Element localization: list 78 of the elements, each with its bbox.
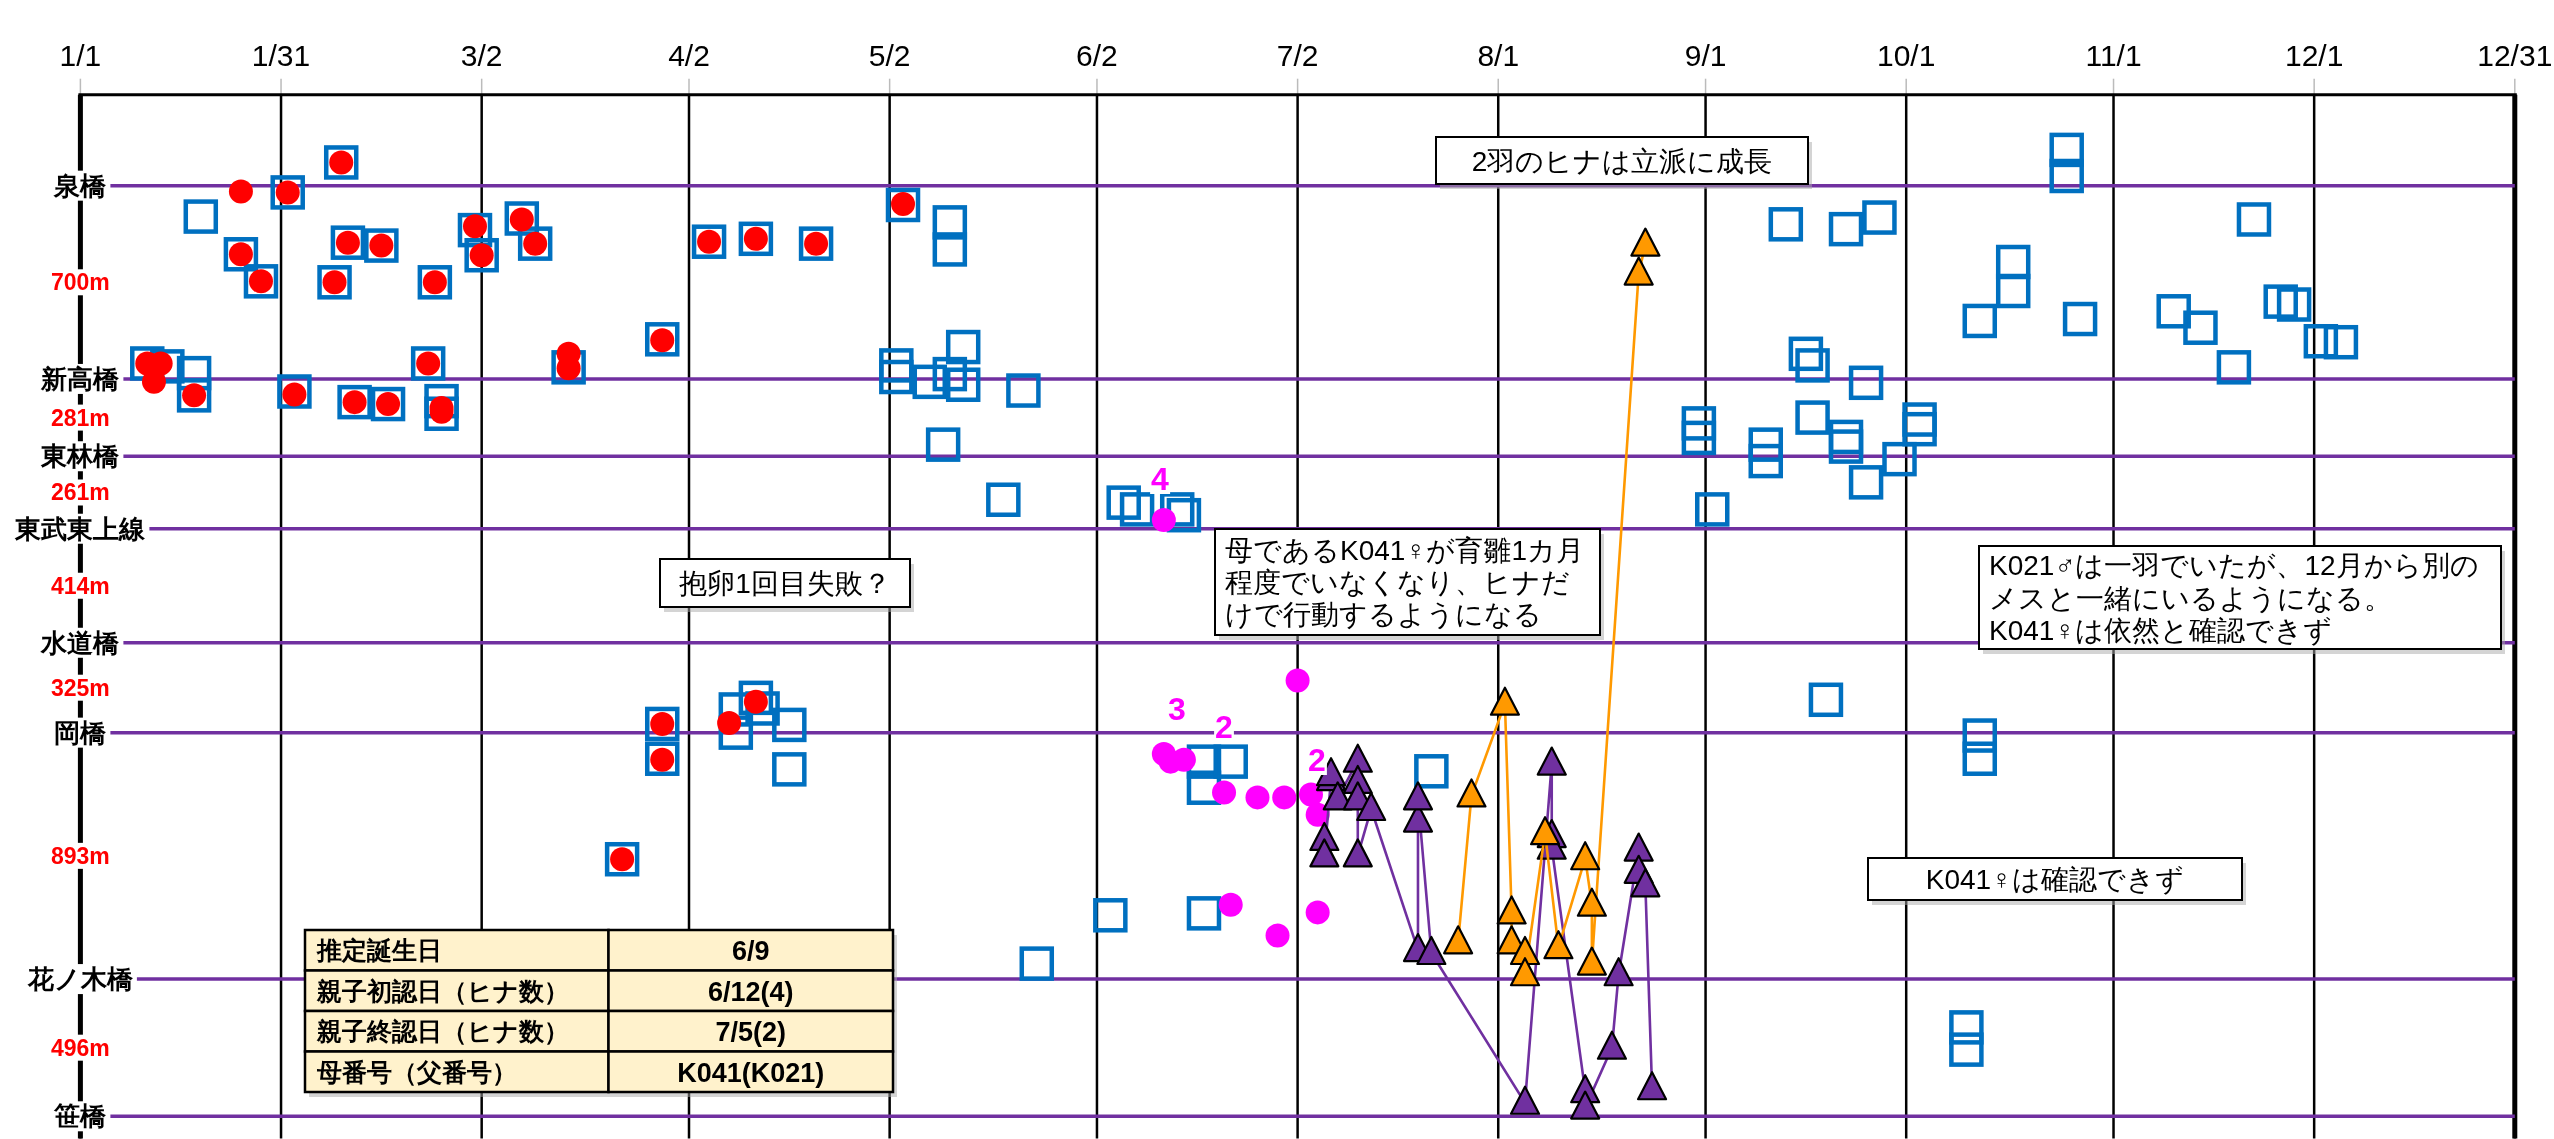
x-tick-label: 7/2 xyxy=(1276,39,1319,72)
annotation: 7/5(2) xyxy=(715,1017,787,1048)
point xyxy=(1509,1085,1541,1115)
point xyxy=(228,179,253,204)
annotation: 母番号（父番号） xyxy=(316,1057,517,1086)
annotation: 6/9 xyxy=(731,936,770,967)
point xyxy=(1402,781,1434,811)
point xyxy=(1356,791,1387,822)
point xyxy=(1272,785,1297,810)
x-tick-label: 1/31 xyxy=(251,39,311,72)
point xyxy=(1285,668,1310,693)
annotation: 414m xyxy=(50,572,110,599)
ref-line-label: 泉橋 xyxy=(53,170,108,201)
ref-line-label: 東林橋 xyxy=(40,441,121,472)
point xyxy=(1529,816,1561,846)
ref-line-label: 花ノ木橋 xyxy=(26,964,134,995)
x-tick-label: 12/1 xyxy=(2284,39,2344,72)
point xyxy=(1151,508,1176,533)
annotation: 抱卵1回目失敗？ xyxy=(679,568,891,599)
x-tick-label: 12/31 xyxy=(2477,39,2553,72)
x-tick-label: 11/1 xyxy=(2085,39,2142,72)
point xyxy=(1342,743,1373,773)
annotation: 6/12(4) xyxy=(707,976,794,1007)
annotation: 親子初認日（ヒナ数） xyxy=(316,976,569,1005)
point xyxy=(1636,1071,1668,1101)
annotation: 2 xyxy=(1215,709,1233,745)
x-tick-label: 8/1 xyxy=(1477,39,1520,72)
annotation: 325m xyxy=(50,674,110,701)
annotation: 推定誕生日 xyxy=(316,936,442,965)
point xyxy=(1309,838,1340,868)
point xyxy=(1536,746,1567,776)
point xyxy=(1570,1090,1601,1120)
x-tick-label: 10/1 xyxy=(1877,39,1936,72)
x-tick-label: 9/1 xyxy=(1684,39,1727,72)
x-tick-label: 5/2 xyxy=(868,39,911,72)
annotation: 2羽のヒナは立派に成長 xyxy=(1471,145,1773,177)
point xyxy=(1623,832,1654,862)
point xyxy=(1245,785,1270,810)
annotation: 496m xyxy=(50,1034,110,1061)
point xyxy=(1509,957,1541,987)
point xyxy=(1576,887,1607,917)
x-tick-label: 3/2 xyxy=(460,39,503,72)
point xyxy=(1576,946,1607,976)
point xyxy=(1218,892,1243,917)
point xyxy=(1543,930,1574,960)
annotation: 2 xyxy=(1308,742,1326,778)
annotation: 親子終認日（ヒナ数） xyxy=(316,1017,569,1046)
x-tick-label: 4/2 xyxy=(668,39,710,72)
annotation: 3 xyxy=(1168,691,1186,727)
annotation: K041(K021) xyxy=(677,1057,825,1088)
point xyxy=(1298,782,1323,807)
point xyxy=(1342,838,1373,868)
x-tick-label: 1/1 xyxy=(59,39,102,72)
ref-line-label: 笹橋 xyxy=(53,1101,108,1132)
point xyxy=(1212,780,1237,805)
point xyxy=(1509,935,1541,966)
ref-line-label: 新高橋 xyxy=(40,363,121,394)
point xyxy=(1630,868,1661,898)
point xyxy=(1489,686,1521,716)
point xyxy=(1596,1030,1628,1060)
annotation: 893m xyxy=(50,842,110,869)
annotation: 母であるK041♀が育雛1カ月程度でいなくなり、ヒナだけで行動するようになる xyxy=(1225,534,1584,631)
point xyxy=(1603,957,1634,987)
annotation: K041♀は確認できず xyxy=(1925,864,2185,895)
point xyxy=(1443,925,1474,955)
ref-line-label: 東武東上線 xyxy=(14,513,147,544)
x-tick-label: 6/2 xyxy=(1076,39,1118,72)
annotation: K021♂は一羽でいたが、12月から別のメスと一緒にいるようになる。K041♀は依然と確認できず xyxy=(1989,550,2479,646)
point xyxy=(1416,935,1447,966)
annotation: 261m xyxy=(50,479,110,506)
annotation: 700m xyxy=(50,269,110,296)
point xyxy=(1496,895,1527,925)
annotation: 4 xyxy=(1151,461,1170,497)
point xyxy=(1570,841,1601,871)
ref-line-label: 岡橋 xyxy=(54,717,108,748)
annotation: 281m xyxy=(50,404,110,431)
point xyxy=(1456,778,1487,808)
ref-line-label: 水道橋 xyxy=(40,627,121,658)
